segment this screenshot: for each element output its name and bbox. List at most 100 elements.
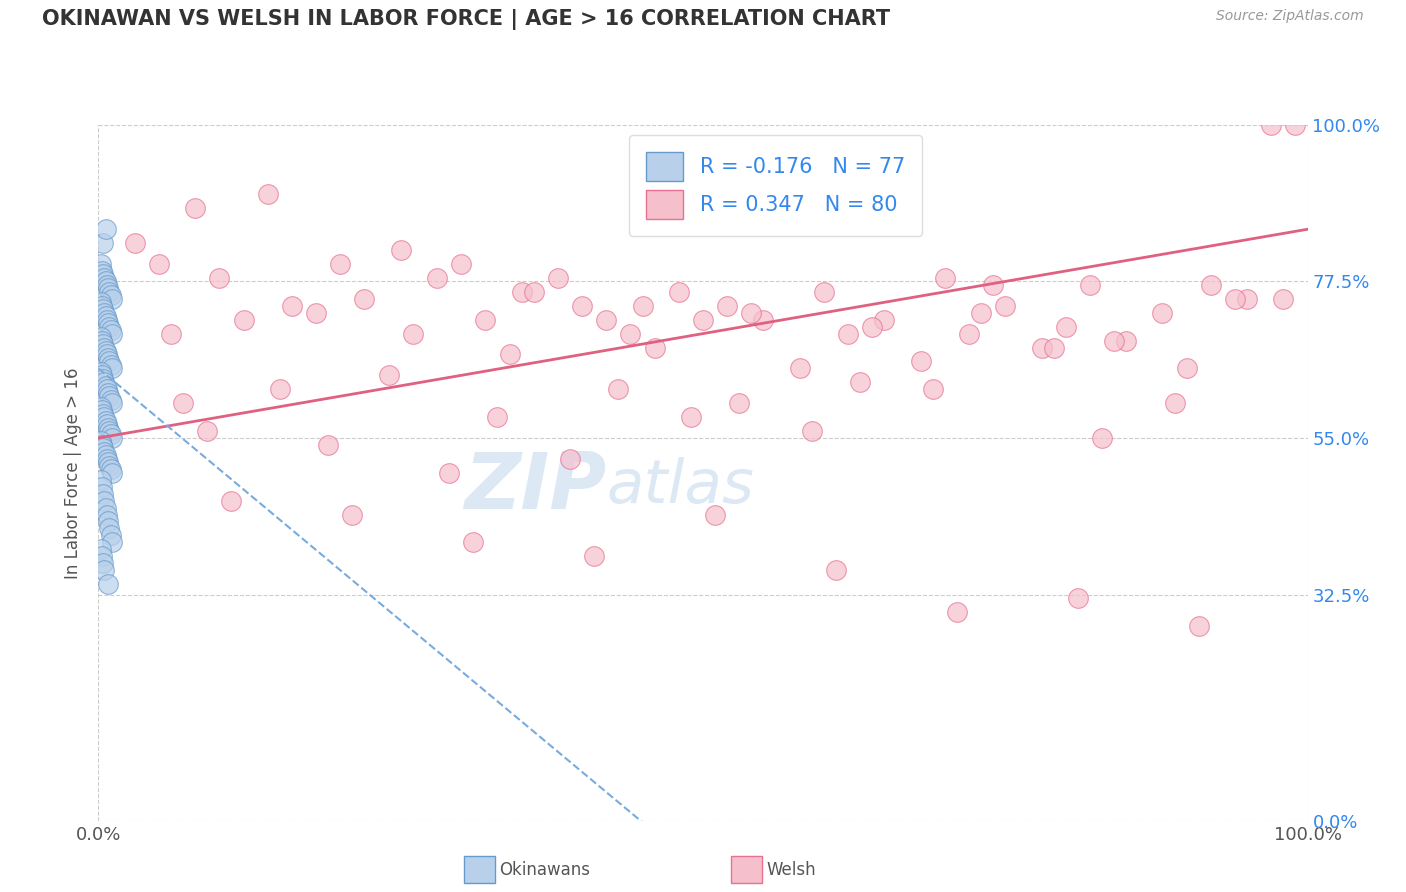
Point bbox=[873, 312, 896, 326]
Point bbox=[94, 378, 117, 392]
Point bbox=[1042, 341, 1064, 355]
Point bbox=[100, 392, 122, 407]
Point bbox=[94, 448, 117, 462]
Point bbox=[437, 466, 460, 480]
Point bbox=[90, 365, 112, 379]
Point bbox=[281, 299, 304, 313]
Point bbox=[329, 257, 352, 271]
Point bbox=[91, 372, 114, 386]
Point bbox=[96, 451, 118, 466]
Point bbox=[91, 334, 114, 348]
Point bbox=[389, 243, 412, 257]
Point bbox=[94, 500, 117, 515]
Point bbox=[98, 458, 121, 473]
Point bbox=[970, 306, 993, 320]
Point bbox=[94, 343, 117, 358]
Point bbox=[93, 563, 115, 577]
Text: Okinawans: Okinawans bbox=[499, 861, 591, 879]
Point bbox=[607, 382, 630, 396]
Point bbox=[91, 368, 114, 383]
Point bbox=[1067, 591, 1090, 605]
Point bbox=[97, 316, 120, 330]
Point bbox=[402, 326, 425, 341]
Point bbox=[100, 528, 122, 542]
Point bbox=[93, 445, 115, 459]
Point bbox=[837, 326, 859, 341]
Point bbox=[1199, 277, 1222, 292]
Point bbox=[221, 493, 243, 508]
Point bbox=[91, 438, 114, 452]
Point bbox=[752, 312, 775, 326]
Point bbox=[353, 292, 375, 306]
Point bbox=[98, 285, 121, 299]
Point bbox=[523, 285, 546, 299]
Point bbox=[1188, 619, 1211, 633]
Text: OKINAWAN VS WELSH IN LABOR FORCE | AGE > 16 CORRELATION CHART: OKINAWAN VS WELSH IN LABOR FORCE | AGE >… bbox=[42, 9, 890, 30]
Point bbox=[631, 299, 654, 313]
Point bbox=[825, 563, 848, 577]
Point bbox=[269, 382, 291, 396]
Point bbox=[1054, 319, 1077, 334]
Point bbox=[692, 312, 714, 326]
Point bbox=[232, 312, 254, 326]
Point bbox=[91, 556, 114, 570]
Point bbox=[342, 508, 364, 522]
Point bbox=[1272, 292, 1295, 306]
Point bbox=[595, 312, 617, 326]
Point bbox=[957, 326, 980, 341]
Point bbox=[644, 341, 666, 355]
Point bbox=[93, 493, 115, 508]
Point bbox=[100, 396, 122, 410]
Point bbox=[1078, 277, 1101, 292]
Point bbox=[124, 236, 146, 251]
Point bbox=[91, 486, 114, 500]
Point bbox=[90, 330, 112, 344]
Point bbox=[93, 306, 115, 320]
Point bbox=[208, 271, 231, 285]
Point bbox=[679, 410, 702, 425]
Point bbox=[1031, 341, 1053, 355]
Point bbox=[90, 257, 112, 271]
Point bbox=[910, 354, 932, 368]
Point bbox=[184, 202, 207, 216]
Text: ZIP: ZIP bbox=[464, 449, 606, 524]
Point bbox=[100, 431, 122, 445]
Point bbox=[498, 347, 520, 361]
Point bbox=[98, 354, 121, 368]
Point bbox=[474, 312, 496, 326]
Point bbox=[100, 361, 122, 376]
Point bbox=[981, 277, 1004, 292]
Point bbox=[98, 319, 121, 334]
Legend: R = -0.176   N = 77, R = 0.347   N = 80: R = -0.176 N = 77, R = 0.347 N = 80 bbox=[628, 136, 922, 235]
Point bbox=[94, 222, 117, 236]
Point bbox=[426, 271, 449, 285]
Point bbox=[96, 277, 118, 292]
Point bbox=[668, 285, 690, 299]
Point bbox=[486, 410, 509, 425]
Point bbox=[91, 480, 114, 494]
Point bbox=[1115, 334, 1137, 348]
Point bbox=[994, 299, 1017, 313]
Text: atlas: atlas bbox=[606, 458, 754, 516]
Point bbox=[934, 271, 956, 285]
Point bbox=[100, 288, 122, 302]
Point bbox=[849, 376, 872, 390]
Point bbox=[96, 508, 118, 522]
Point bbox=[704, 508, 727, 522]
Point bbox=[93, 376, 115, 390]
Point bbox=[96, 417, 118, 431]
Point bbox=[97, 281, 120, 295]
Point bbox=[1163, 396, 1185, 410]
Point bbox=[800, 424, 823, 438]
Point bbox=[619, 326, 641, 341]
Point bbox=[316, 438, 339, 452]
Point bbox=[97, 351, 120, 365]
Point bbox=[91, 299, 114, 313]
Point bbox=[91, 337, 114, 351]
Point bbox=[98, 521, 121, 535]
Point bbox=[583, 549, 606, 564]
Point bbox=[1152, 306, 1174, 320]
Point bbox=[100, 427, 122, 442]
Point bbox=[1223, 292, 1246, 306]
Point bbox=[97, 420, 120, 434]
